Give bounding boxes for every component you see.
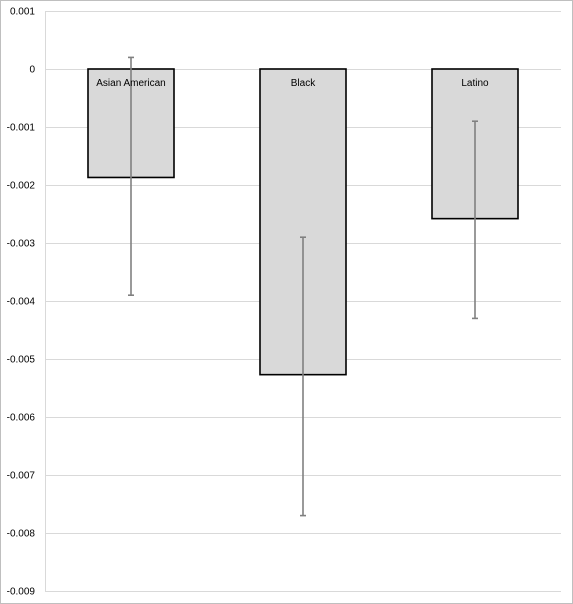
category-label: Black [291, 78, 316, 89]
error-bars [128, 56, 478, 517]
y-tick-label: 0 [29, 65, 35, 76]
y-tick-label: -0.006 [7, 413, 36, 424]
y-tick-label: -0.005 [7, 355, 36, 366]
category-label: Latino [461, 78, 489, 89]
y-tick-label: -0.008 [7, 529, 36, 540]
y-tick-label: -0.002 [7, 181, 36, 192]
category-labels: Asian American Black Latino [96, 78, 489, 89]
y-tick-label: -0.004 [7, 297, 36, 308]
category-label: Asian American [96, 78, 165, 89]
y-axis-tick-labels: 0.001 0 -0.001 -0.002 -0.003 -0.004 -0.005 -0.0… [7, 7, 36, 598]
y-tick-label: -0.001 [7, 123, 36, 134]
y-tick-label: 0.001 [10, 7, 35, 18]
y-tick-label: -0.009 [7, 587, 36, 598]
y-tick-label: -0.007 [7, 471, 36, 482]
y-tick-label: -0.003 [7, 239, 36, 250]
